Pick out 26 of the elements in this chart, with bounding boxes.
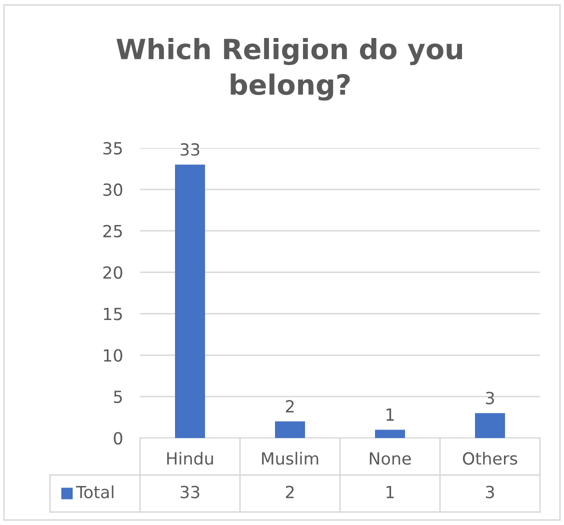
data-label: 3 bbox=[486, 486, 494, 498]
y-tick-label: 5 bbox=[114, 390, 122, 404]
legend-label: Total bbox=[76, 485, 114, 498]
y-tick-label: 20 bbox=[103, 266, 122, 279]
annotation: 1 bbox=[386, 408, 394, 421]
data-label: 33 bbox=[180, 486, 200, 498]
data-label: 2 bbox=[286, 486, 294, 498]
annotation: 33 bbox=[180, 143, 200, 156]
y-tick-label: 35 bbox=[103, 142, 122, 155]
annotation: 2 bbox=[286, 400, 294, 412]
x-tick-label: None bbox=[370, 452, 411, 465]
x-tick-label: Others bbox=[462, 452, 518, 465]
bar bbox=[375, 430, 405, 438]
bar bbox=[175, 164, 205, 438]
chart-title: Which Religion do you belong? bbox=[116, 38, 462, 101]
y-tick-label: 10 bbox=[104, 349, 122, 362]
bar bbox=[475, 413, 505, 438]
x-tick-label: Hindu bbox=[167, 452, 213, 465]
y-tick-label: 30 bbox=[103, 183, 122, 196]
data-label: 1 bbox=[386, 486, 394, 498]
bar bbox=[275, 421, 305, 438]
y-tick-label: 15 bbox=[104, 308, 122, 320]
annotation: 3 bbox=[486, 392, 494, 404]
x-tick-label: Muslim bbox=[262, 452, 318, 465]
y-tick-label: 0 bbox=[114, 432, 122, 445]
y-tick-label: 25 bbox=[103, 224, 122, 238]
